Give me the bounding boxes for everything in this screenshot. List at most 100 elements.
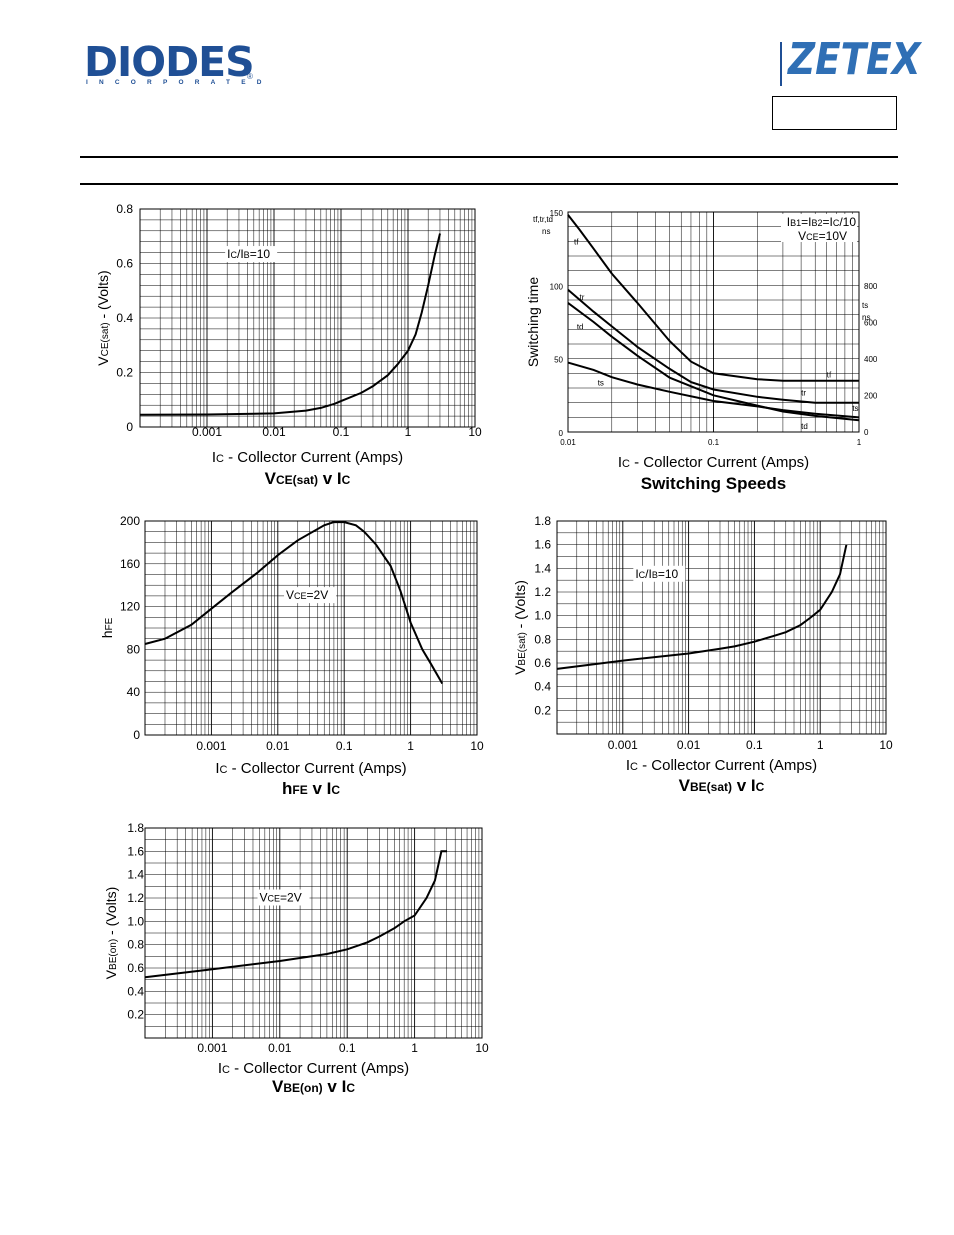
y-tick-label: 1.2 — [534, 585, 551, 599]
series-end-label-tr: tr — [801, 388, 806, 397]
diodes-logo-subtitle: INCORPORATED — [86, 79, 273, 86]
chart-title: VBE(on) v IC — [272, 1077, 355, 1096]
series-end-label-td: td — [801, 422, 808, 431]
y2-unit-label: ns — [862, 313, 870, 322]
y2-unit-label: ts — [862, 301, 868, 310]
x-axis-label: IC - Collector Current (Amps) — [626, 757, 817, 774]
y2-tick-label: 600 — [864, 318, 878, 327]
x-tick-label: 0.1 — [339, 1041, 356, 1055]
series-line — [139, 233, 441, 416]
legend-line: IB1=IB2=IC/10 — [787, 215, 857, 229]
x-axis-label: IC - Collector Current (Amps) — [212, 449, 403, 466]
y-tick-label: 1.6 — [127, 844, 144, 858]
y-tick-label: 1.6 — [534, 538, 551, 552]
y-tick-label: 150 — [550, 209, 564, 218]
x-tick-label: 0.01 — [262, 425, 286, 439]
y-tick-label: 0.6 — [127, 961, 144, 975]
x-tick-label: 0.01 — [266, 739, 290, 753]
chart-title: Switching Speeds — [641, 474, 786, 493]
y-axis-label: hFE — [99, 617, 115, 638]
y2-tick-label: 400 — [864, 355, 878, 364]
y-tick-label: 0.4 — [116, 311, 133, 325]
series-label-tf: tf — [574, 237, 579, 246]
chart-vbesat: 0.001 0.01 0.1 1 10 0.2 0.4 0.6 0.8 1.0 1.2 1.4 1.6 1… — [512, 514, 893, 795]
y-tick-label: 160 — [120, 557, 140, 571]
series-end-label-ts: ts — [852, 404, 858, 413]
x-axis-label: IC - Collector Current (Amps) — [215, 760, 406, 777]
x-tick-label: 0.1 — [336, 739, 353, 753]
chart-vcesat: 0.001 0.01 0.1 1 10 0 0.2 0.4 0.6 0.8 IC/IB=10 IC -… — [95, 202, 482, 488]
y-tick-label: 0 — [126, 420, 133, 434]
x-tick-label: 0.01 — [268, 1041, 292, 1055]
diodes-logo: DIODES — [84, 38, 255, 86]
y-tick-label: 0 — [133, 728, 140, 742]
x-tick-label: 0.001 — [192, 425, 222, 439]
annotation: VCE=2V — [260, 891, 302, 905]
y-unit-label: ns — [542, 227, 550, 236]
x-tick-label: 0.001 — [608, 738, 638, 752]
series-line-tf — [567, 214, 859, 382]
y-axis-label: Switching time — [525, 277, 541, 367]
annotation-background — [257, 889, 310, 906]
x-axis-label: IC - Collector Current (Amps) — [218, 1060, 409, 1077]
series-line-ts — [567, 361, 860, 419]
annotation: IC/IB=10 — [227, 247, 270, 261]
header-rule-bottom — [80, 183, 898, 185]
chart-title: VCE(sat) v IC — [265, 469, 351, 488]
y-tick-label: 1.0 — [534, 609, 551, 623]
plot-frame — [139, 208, 476, 428]
y-tick-label: 0.8 — [127, 938, 144, 952]
y-tick-label: 0.6 — [534, 656, 551, 670]
series-end-label-tf: tf — [827, 371, 832, 380]
series-line-tr — [567, 288, 859, 404]
chart-switching: 0.01 0.1 10501001500200400600800tf,tr,tdns… — [525, 209, 878, 493]
y-tick-label: 0.2 — [127, 1008, 144, 1022]
x-tick-label: 10 — [879, 738, 893, 752]
y-tick-label: 1.2 — [127, 891, 144, 905]
y-tick-label: 0 — [559, 429, 564, 438]
y-tick-label: 1.0 — [127, 914, 144, 928]
series-label-ts: ts — [598, 378, 604, 387]
series-label-tr: tr — [580, 293, 585, 302]
series-line — [144, 850, 447, 979]
y2-tick-label: 0 — [864, 428, 869, 437]
plot-frame — [567, 211, 860, 433]
x-tick-label: 0.1 — [333, 425, 350, 439]
y-axis-label: VBE(sat) - (Volts) — [512, 580, 528, 675]
y-tick-label: 1.4 — [534, 561, 551, 575]
annotation-background — [633, 565, 686, 582]
y-tick-label: 0.6 — [116, 257, 133, 271]
series-line-td — [567, 302, 860, 422]
annotation-background — [284, 587, 337, 604]
y-tick-label: 0.2 — [116, 366, 133, 380]
y-tick-label: 1.8 — [534, 514, 551, 528]
series-line — [144, 521, 444, 685]
plot-frame — [556, 520, 887, 735]
y2-tick-label: 800 — [864, 282, 878, 291]
y-axis-label: VBE(on) - (Volts) — [103, 887, 119, 980]
chart-vbeon: 0.001 0.01 0.1 1 10 0.2 0.4 0.6 0.8 1.0 1.2 1.4 1.6 1… — [103, 821, 489, 1096]
x-tick-label: 0.01 — [560, 438, 576, 447]
x-tick-label: 1 — [857, 438, 862, 447]
plot-frame — [144, 520, 478, 736]
y-tick-label: 0.8 — [534, 632, 551, 646]
y-tick-label: 50 — [554, 356, 563, 365]
y-tick-label: 80 — [127, 642, 141, 656]
x-tick-label: 10 — [475, 1041, 489, 1055]
legend-background — [781, 214, 857, 242]
registered-mark: ® — [247, 72, 253, 81]
x-tick-label: 0.001 — [196, 739, 226, 753]
zetex-logo: ZETEX — [788, 34, 921, 85]
x-tick-label: 1 — [405, 425, 412, 439]
y-tick-label: 120 — [120, 600, 140, 614]
header-rule-top — [80, 156, 898, 158]
chart-title: hFE v IC — [282, 779, 340, 798]
y-tick-label: 0.2 — [534, 703, 551, 717]
y-tick-label: 200 — [120, 514, 140, 528]
y-tick-label: 0.4 — [534, 680, 551, 694]
x-axis-label: IC - Collector Current (Amps) — [618, 454, 809, 471]
x-tick-label: 10 — [468, 425, 482, 439]
x-tick-label: 1 — [817, 738, 824, 752]
y-tick-label: 100 — [550, 282, 564, 291]
